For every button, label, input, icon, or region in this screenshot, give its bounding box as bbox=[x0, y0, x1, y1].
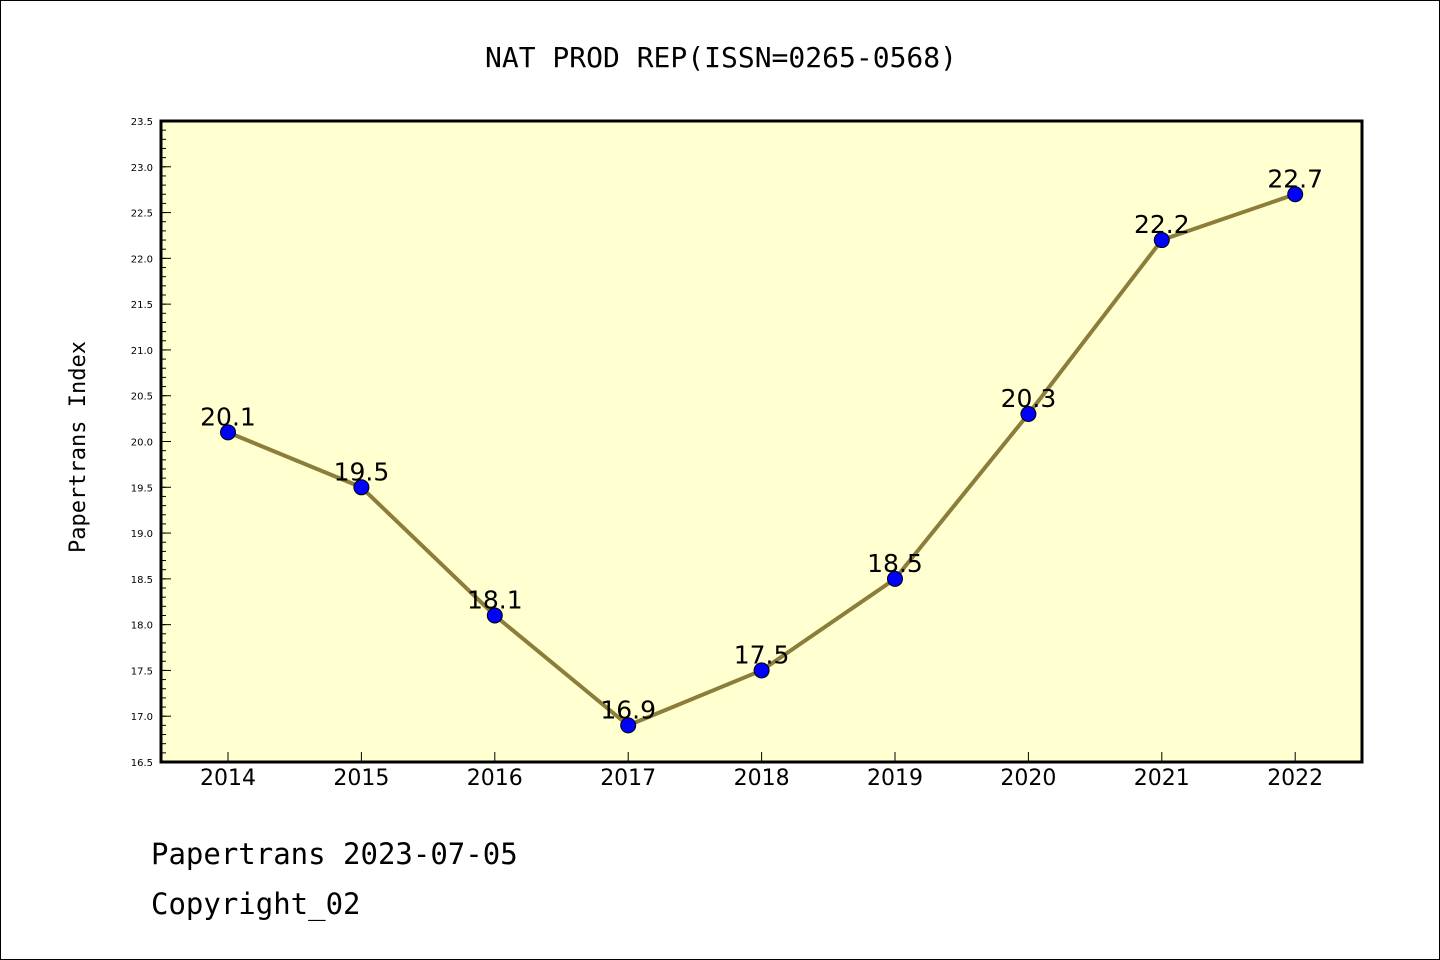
y-tick-label: 21.0 bbox=[131, 346, 153, 357]
x-tick-label: 2015 bbox=[333, 766, 389, 791]
data-label: 16.9 bbox=[600, 695, 656, 724]
y-tick-label: 23.5 bbox=[131, 117, 153, 128]
data-markers bbox=[220, 186, 1304, 734]
x-axis-ticks: 2014 2015 2016 2017 2018 2019 2020 2021 2022 bbox=[200, 752, 1323, 791]
data-point bbox=[1020, 406, 1037, 423]
data-label: 20.3 bbox=[1001, 384, 1057, 413]
x-tick-label: 2017 bbox=[600, 766, 656, 791]
data-point bbox=[220, 424, 236, 441]
footer-copyright: Copyright_02 bbox=[151, 887, 361, 921]
data-label: 20.1 bbox=[200, 402, 256, 431]
data-label: 18.1 bbox=[467, 585, 523, 614]
y-tick-label: 17.0 bbox=[131, 712, 153, 723]
y-tick-label: 20.0 bbox=[131, 438, 153, 449]
y-tick-label: 20.5 bbox=[131, 392, 153, 403]
y-tick-label: 18.5 bbox=[131, 575, 153, 586]
y-tick-label: 22.0 bbox=[131, 254, 153, 265]
y-tick-label: 16.5 bbox=[131, 758, 153, 769]
data-point bbox=[753, 662, 770, 679]
data-label: 19.5 bbox=[334, 457, 390, 486]
plot-frame bbox=[159, 119, 1364, 764]
x-tick-label: 2014 bbox=[200, 766, 256, 791]
data-point bbox=[887, 570, 903, 587]
x-tick-label: 2018 bbox=[734, 766, 790, 791]
data-label: 18.5 bbox=[867, 549, 923, 578]
y-tick-label: 21.5 bbox=[131, 300, 153, 311]
x-tick-label: 2021 bbox=[1134, 766, 1190, 791]
data-label: 22.7 bbox=[1267, 164, 1323, 193]
y-tick-label: 17.5 bbox=[131, 666, 153, 677]
data-point bbox=[1153, 232, 1170, 249]
data-point bbox=[353, 479, 370, 496]
data-point bbox=[1287, 186, 1304, 203]
y-tick-label: 19.0 bbox=[131, 529, 153, 540]
data-point bbox=[620, 717, 637, 734]
y-tick-label: 18.0 bbox=[131, 621, 153, 632]
x-tick-label: 2019 bbox=[867, 766, 923, 791]
footer-date-line: Papertrans 2023-07-05 bbox=[151, 837, 518, 871]
data-point bbox=[486, 607, 503, 624]
y-axis-label: Papertrans Index bbox=[66, 341, 91, 553]
chart-title: NAT PROD REP(ISSN=0265-0568) bbox=[485, 41, 957, 74]
y-tick-label: 23.0 bbox=[131, 163, 153, 174]
data-label: 17.5 bbox=[734, 640, 790, 669]
data-labels: 20.1 19.5 18.1 16.9 17.5 18.5 20.3 22.2 22.7 bbox=[200, 164, 1323, 724]
x-tick-label: 2022 bbox=[1267, 766, 1323, 791]
y-tick-label: 22.5 bbox=[131, 209, 153, 220]
plot-area bbox=[161, 121, 1362, 762]
x-tick-label: 2020 bbox=[1000, 766, 1056, 791]
y-tick-label: 19.5 bbox=[131, 483, 153, 494]
data-label: 22.2 bbox=[1134, 210, 1190, 239]
x-tick-label: 2016 bbox=[467, 766, 523, 791]
